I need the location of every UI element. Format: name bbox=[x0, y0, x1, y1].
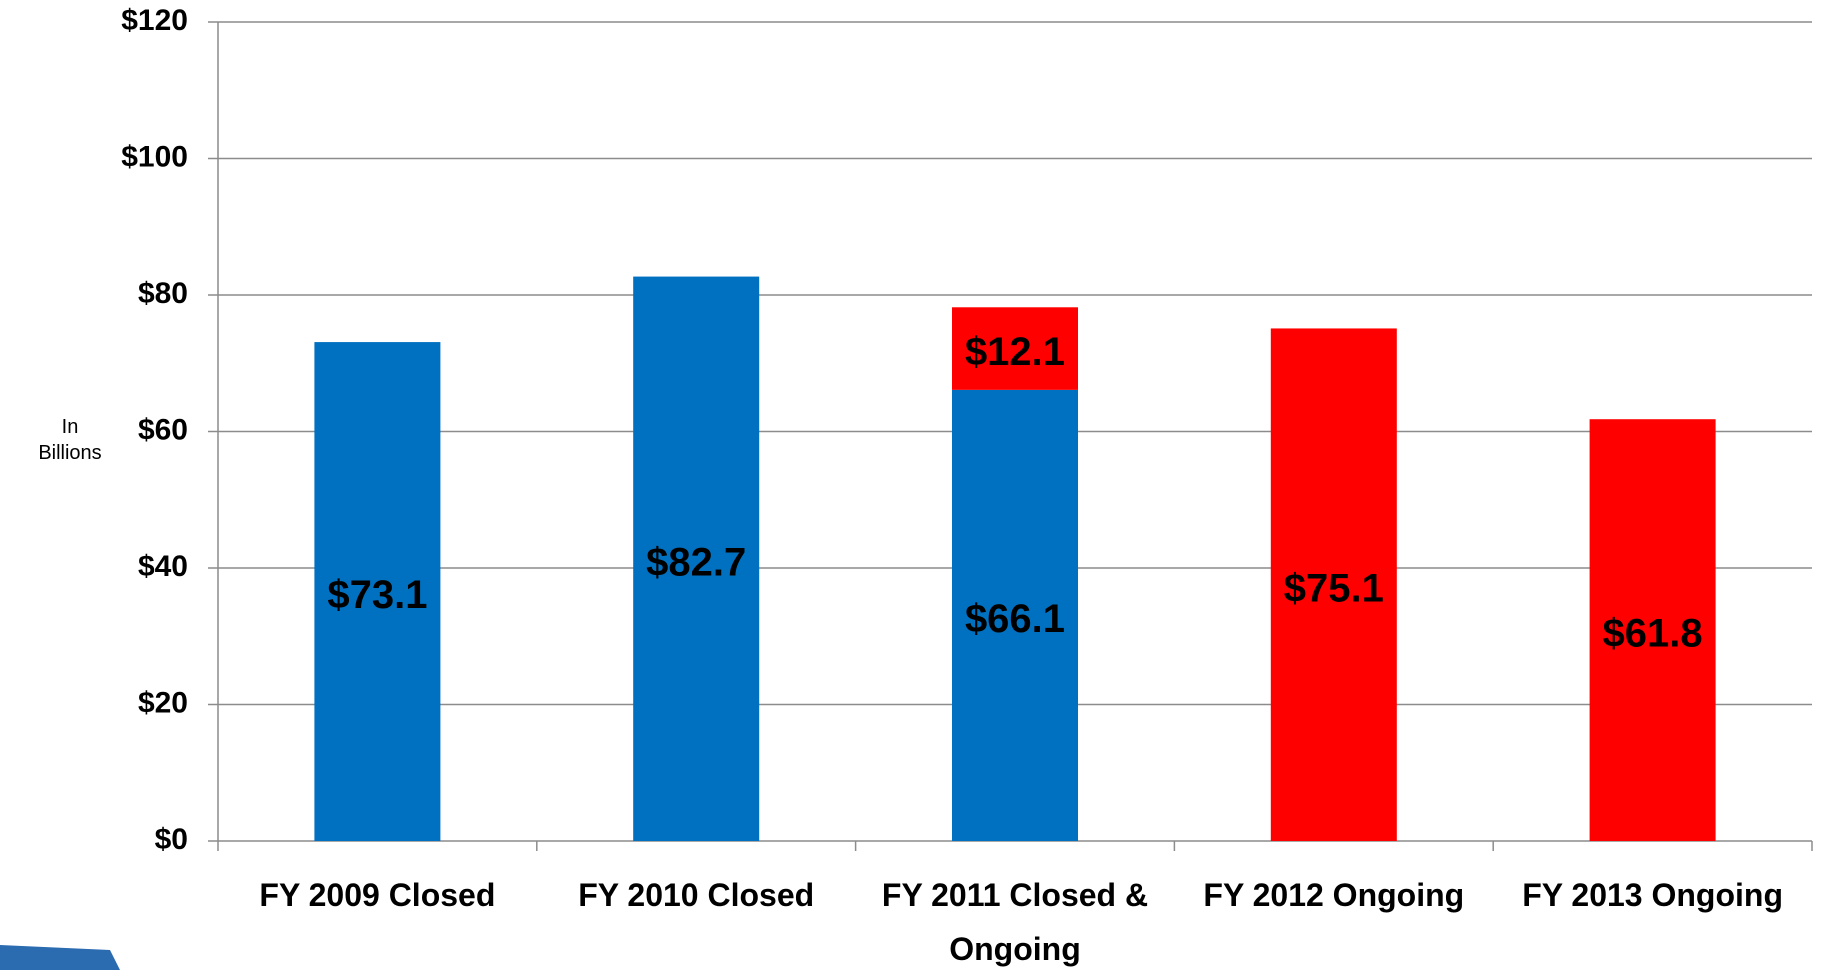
data-label: $82.7 bbox=[646, 540, 746, 584]
data-label: $73.1 bbox=[327, 573, 427, 617]
bar-segment bbox=[314, 342, 441, 841]
bar-segment bbox=[952, 307, 1078, 390]
data-label: $75.1 bbox=[1284, 566, 1384, 610]
y-tick-label: $0 bbox=[155, 823, 188, 856]
y-tick-label: $120 bbox=[121, 4, 188, 37]
x-tick-label: FY 2009 Closed bbox=[259, 877, 496, 913]
x-tick-label: FY 2013 Ongoing bbox=[1522, 877, 1783, 913]
y-tick-label: $60 bbox=[138, 413, 188, 446]
x-tick-label: FY 2012 Ongoing bbox=[1203, 877, 1465, 913]
y-tick-label: $100 bbox=[121, 140, 188, 173]
bar-segment bbox=[1589, 419, 1716, 841]
bar-segment bbox=[1270, 328, 1397, 841]
data-label: $61.8 bbox=[1603, 612, 1703, 656]
bar-segment bbox=[952, 389, 1078, 841]
y-tick-label: $80 bbox=[138, 277, 188, 310]
y-axis-label: In Billions bbox=[38, 416, 102, 464]
data-label: $12.1 bbox=[965, 330, 1065, 374]
y-tick-label: $40 bbox=[138, 550, 188, 583]
logo-fragment bbox=[0, 945, 120, 970]
y-tick-label: $20 bbox=[138, 686, 188, 719]
x-tick-label: FY 2010 Closed bbox=[578, 877, 815, 913]
x-tick-label: FY 2011 Closed & Ongoing bbox=[881, 877, 1149, 967]
bar-segment bbox=[633, 276, 760, 841]
data-label: $66.1 bbox=[965, 597, 1065, 641]
